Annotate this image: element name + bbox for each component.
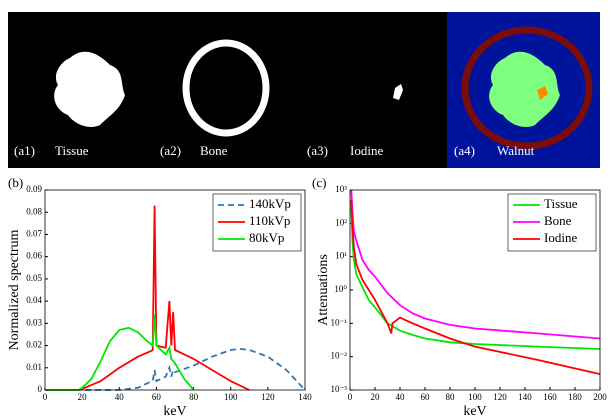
x-tick-label: 180 [568, 392, 582, 402]
panel-label: (a3) [307, 143, 328, 158]
y-tick-label: 10⁻² [331, 351, 348, 361]
y-tick-label: 10² [335, 217, 347, 227]
x-tick-label: 0 [43, 392, 48, 402]
data-line [45, 347, 306, 391]
y-tick-label: 0.02 [26, 340, 42, 350]
panel-label: (a1) [14, 143, 35, 158]
panel-label: (a2) [160, 143, 181, 158]
legend-label: 110kVp [249, 213, 290, 228]
x-tick-label: 140 [518, 392, 532, 402]
panel-name: Tissue [55, 143, 89, 158]
x-tick-label: 40 [115, 392, 125, 402]
x-tick-label: 0 [348, 392, 353, 402]
plot-frame [349, 189, 601, 391]
legend-label: Tissue [544, 196, 578, 211]
panel-name: Bone [200, 143, 228, 158]
panel-name: Iodine [350, 143, 383, 158]
tissue-image [54, 51, 125, 127]
panel-label: (b) [8, 175, 23, 190]
data-line [350, 199, 601, 375]
data-line [45, 205, 250, 391]
x-tick-label: 160 [543, 392, 557, 402]
x-tick-label: 20 [371, 392, 381, 402]
x-tick-label: 200 [593, 392, 607, 402]
x-tick-label: 120 [261, 392, 275, 402]
legend-label: 140kVp [249, 196, 291, 211]
x-tick-label: 120 [493, 392, 507, 402]
y-tick-label: 0.04 [26, 295, 42, 305]
y-tick-label: 10³ [335, 184, 347, 194]
x-tick-label: 60 [421, 392, 431, 402]
x-axis-label: keV [163, 404, 186, 419]
x-tick-label: 60 [152, 392, 162, 402]
x-tick-label: 80 [189, 392, 199, 402]
y-tick-label: 0.09 [26, 184, 42, 194]
y-axis-label: Normalized spectrum [7, 229, 22, 350]
y-axis-label: Attenuations [316, 254, 331, 326]
x-axis-label: keV [463, 404, 486, 419]
y-tick-label: 0.01 [26, 362, 42, 372]
legend-label: Iodine [544, 230, 577, 245]
y-tick-label: 0.06 [26, 251, 42, 261]
y-tick-label: 10¹ [335, 251, 347, 261]
x-tick-label: 100 [224, 392, 238, 402]
walnut-image [461, 26, 593, 150]
panel-label: (c) [312, 175, 326, 190]
data-line [45, 314, 195, 391]
y-tick-label: 0.08 [26, 206, 42, 216]
x-tick-label: 20 [78, 392, 88, 402]
y-tick-label: 10⁻¹ [331, 317, 348, 327]
x-tick-label: 80 [446, 392, 456, 402]
y-tick-label: 10⁰ [334, 284, 347, 294]
legend-label: Bone [544, 213, 572, 228]
x-tick-label: 100 [468, 392, 482, 402]
y-tick-label: 0 [38, 384, 43, 394]
x-tick-label: 140 [298, 392, 312, 402]
y-tick-label: 0.03 [26, 317, 42, 327]
y-tick-label: 0.07 [26, 229, 42, 239]
bone-image [182, 39, 270, 137]
y-tick-label: 10⁻³ [331, 384, 348, 394]
data-line [350, 189, 601, 340]
y-tick-label: 0.05 [26, 273, 42, 283]
iodine-image [393, 84, 403, 100]
x-tick-label: 40 [396, 392, 406, 402]
panel-name: Walnut [497, 143, 535, 158]
panel-label: (a4) [454, 143, 475, 158]
plot-frame [44, 189, 306, 391]
legend-label: 80kVp [249, 230, 284, 245]
